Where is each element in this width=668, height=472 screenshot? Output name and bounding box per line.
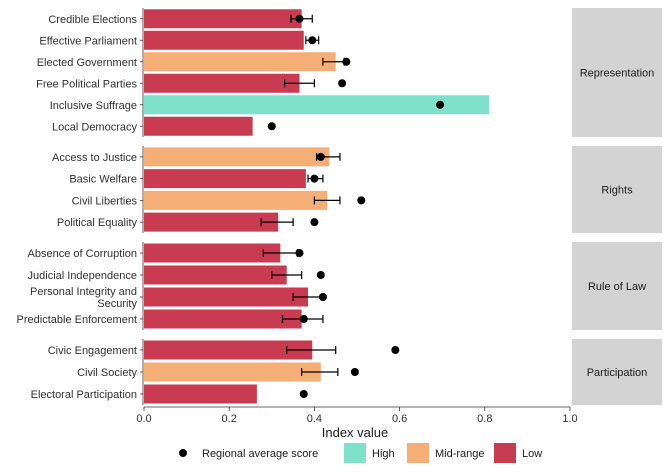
x-tick-label: 0.4 <box>307 413 322 425</box>
x-tick-label: 0.8 <box>477 413 492 425</box>
regional-average-point <box>316 152 325 161</box>
regional-average-point <box>436 100 445 109</box>
regional-average-point <box>318 293 327 301</box>
regional-average-point <box>299 390 308 398</box>
regional-average-point <box>357 196 366 205</box>
bar <box>144 212 279 232</box>
legend-swatch <box>344 443 366 463</box>
bar <box>144 169 306 189</box>
category-label: Civic Engagement <box>48 345 137 357</box>
legend-label: Mid-range <box>435 448 485 460</box>
category-label: Access to Justice <box>52 152 137 164</box>
facet-panel-0: Representation Credible Elections Effectiv… <box>36 8 662 137</box>
regional-average-point <box>342 57 351 66</box>
category-label: Inclusive Suffrage <box>50 100 137 112</box>
legend: Regional average score High Mid-range Low <box>179 443 542 463</box>
legend-swatch <box>494 443 516 463</box>
facet-strip <box>572 8 662 137</box>
category-label: Personal Integrity and Security <box>30 286 138 310</box>
category-label: Civil Society <box>77 367 137 379</box>
category-label: Credible Elections <box>48 14 137 26</box>
facet-strip-label: Rights <box>601 185 633 197</box>
bar <box>144 116 253 136</box>
x-tick-label: 0.6 <box>392 413 407 425</box>
regional-average-point <box>391 346 400 354</box>
regional-average-point <box>310 174 319 183</box>
legend-point-icon <box>179 449 187 457</box>
regional-average-point <box>310 218 319 227</box>
bar <box>144 52 336 72</box>
facet-strip <box>572 242 662 330</box>
legend-label: Low <box>522 448 542 460</box>
x-axis-title: Index value <box>322 425 389 440</box>
category-label: Absence of Corruption <box>28 248 137 260</box>
x-tick-label: 0.0 <box>136 413 151 425</box>
bar <box>144 309 302 329</box>
category-label: Political Equality <box>57 217 138 229</box>
bar <box>144 287 309 307</box>
bar <box>144 265 287 285</box>
category-label: Electoral Participation <box>31 389 137 401</box>
category-label: Civil Liberties <box>72 195 138 207</box>
legend-swatch <box>407 443 429 463</box>
category-label: Local Democracy <box>52 121 137 133</box>
facet-panel-1: Rights Access to Justice Basic Welfare Civi… <box>52 146 662 233</box>
category-label: Effective Parliament <box>39 35 137 47</box>
legend-label: Regional average score <box>202 448 318 460</box>
category-label: Elected Government <box>37 57 137 69</box>
regional-average-point <box>267 122 276 131</box>
regional-average-point <box>308 36 317 45</box>
regional-average-point <box>316 271 325 279</box>
facet-panel-2: Rule of Law Absence of Corruption Judicial… <box>17 242 662 330</box>
x-axis: 0.0 0.2 0.4 0.6 0.8 1.0 <box>136 406 578 425</box>
regional-average-point <box>338 79 347 88</box>
category-label: Judicial Independence <box>28 270 137 282</box>
facet-strip <box>572 146 662 233</box>
bar <box>144 95 490 115</box>
facet-strip-label: Representation <box>580 68 655 80</box>
facet-strip <box>572 339 662 405</box>
facet-strip-label: Rule of Law <box>588 281 646 293</box>
bar <box>144 190 328 210</box>
facet-strip-label: Participation <box>587 367 648 379</box>
regional-average-point <box>295 249 304 257</box>
bar <box>144 243 281 263</box>
bar <box>144 362 321 382</box>
bar <box>144 30 304 50</box>
bar <box>144 73 300 93</box>
bar <box>144 147 330 167</box>
regional-average-point <box>350 368 359 376</box>
bar <box>144 384 257 404</box>
x-tick-label: 1.0 <box>562 413 577 425</box>
bar <box>144 340 313 360</box>
category-label: Predictable Enforcement <box>17 314 137 326</box>
category-label: Basic Welfare <box>69 174 137 186</box>
x-tick-label: 0.2 <box>222 413 237 425</box>
regional-average-point <box>299 315 308 323</box>
bar <box>144 9 302 29</box>
category-label: Free Political Parties <box>36 78 137 90</box>
legend-label: High <box>372 448 395 460</box>
regional-average-point <box>295 14 304 23</box>
bars-layer: Representation Credible Elections Effectiv… <box>17 8 662 405</box>
facet-panel-3: Participation Civic Engagement Civil Socie… <box>31 339 662 405</box>
